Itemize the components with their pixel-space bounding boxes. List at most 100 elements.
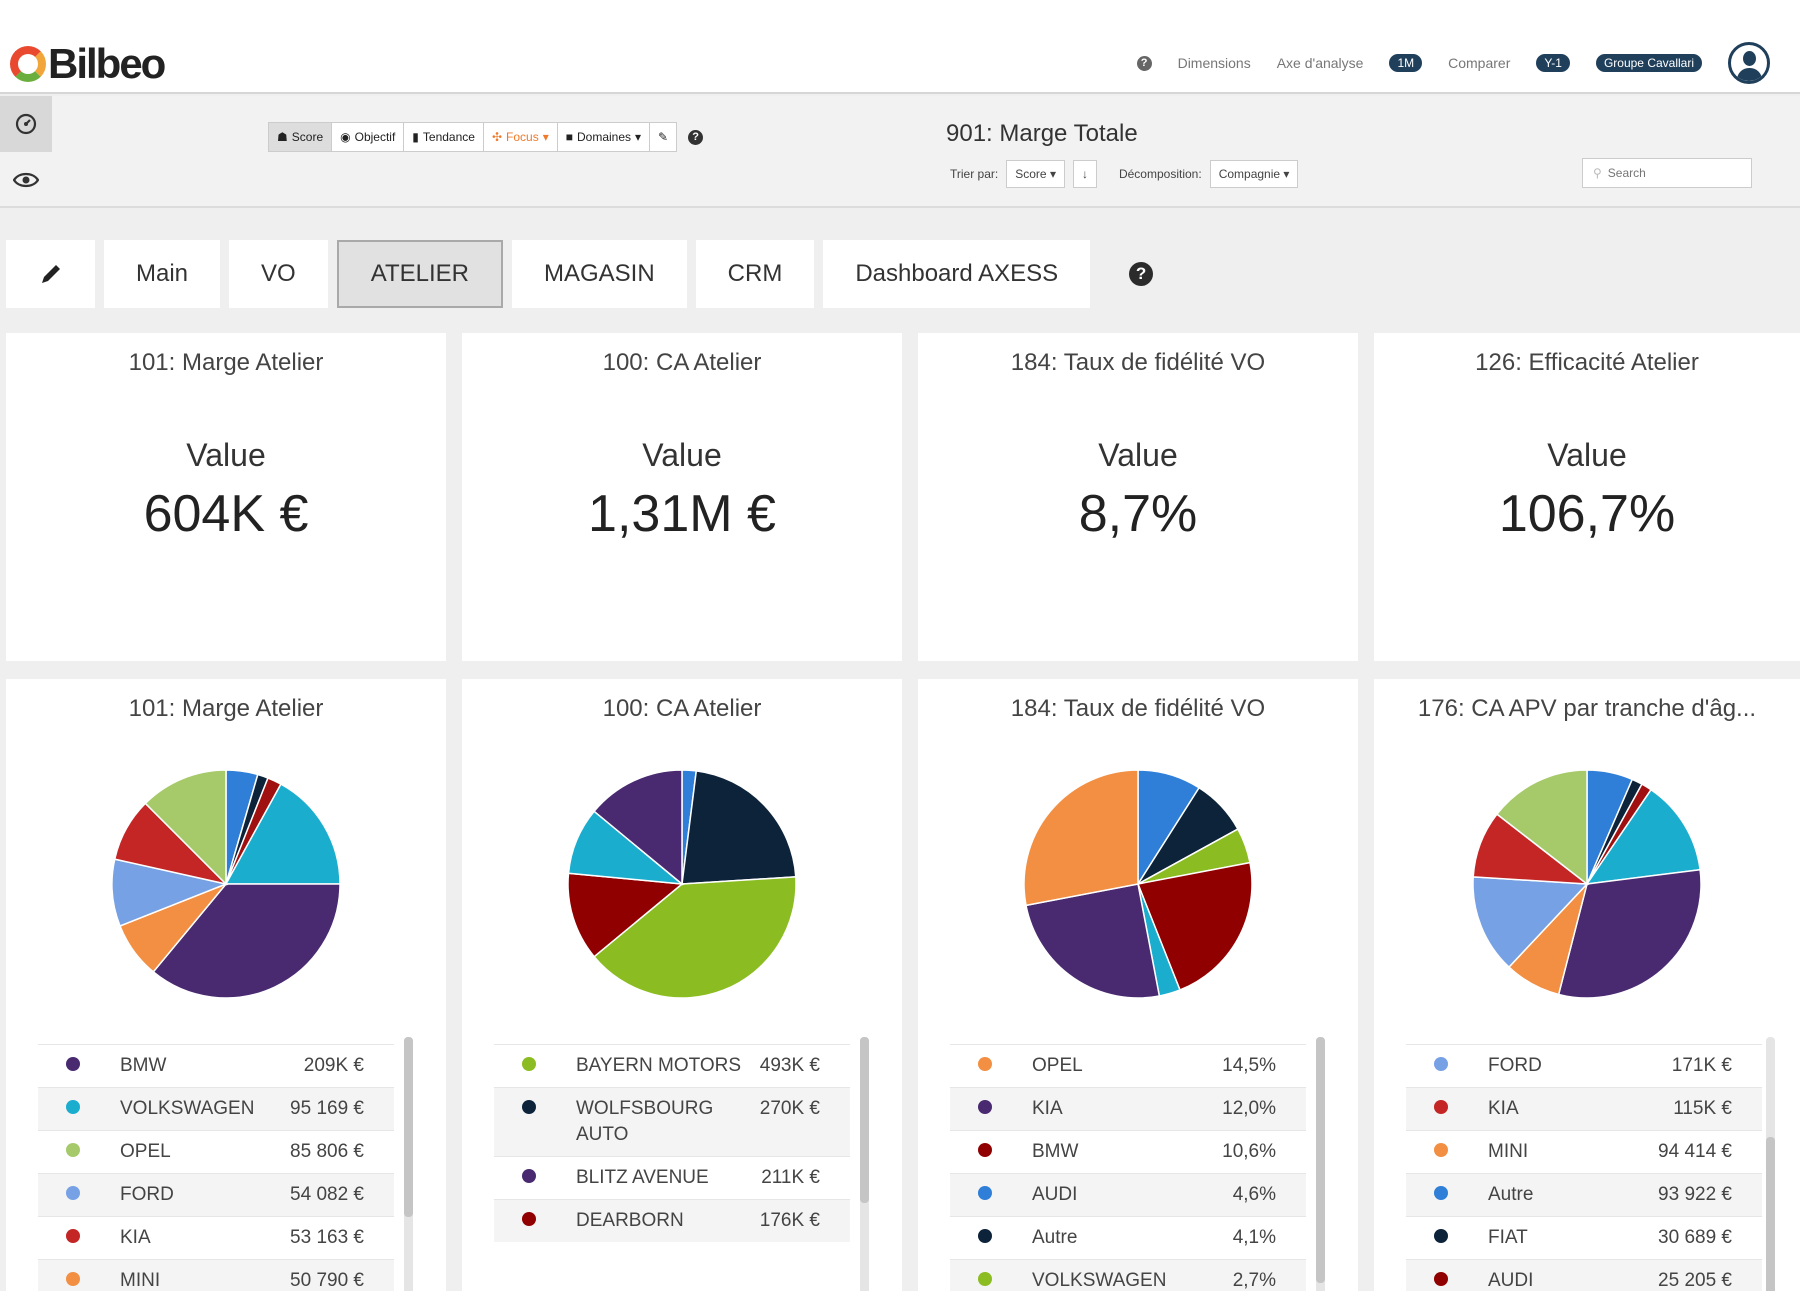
sort-controls: Trier par: Score ▾ ↓ Décomposition: Comp…: [950, 160, 1299, 188]
legend-row[interactable]: BMW 10,6%: [950, 1130, 1306, 1173]
pie-slice[interactable]: [1023, 769, 1139, 907]
target-icon: ◉: [340, 130, 351, 144]
pie-slice[interactable]: [152, 883, 341, 999]
legend-value: 94 414 €: [1658, 1141, 1732, 1162]
pie-card[interactable]: 184: Taux de fidélité VO OPEL 14,5% KIA 12,…: [918, 679, 1358, 1291]
edit-tabs-button[interactable]: [6, 240, 95, 308]
legend-row[interactable]: BAYERN MOTORS 493K €: [494, 1044, 850, 1087]
kpi-card[interactable]: 126: Efficacité Atelier Value 106,7%: [1374, 333, 1800, 661]
dashboard-view-button[interactable]: [0, 96, 52, 152]
axe-analyse-link[interactable]: Axe d'analyse: [1276, 55, 1364, 71]
legend-scrollbar[interactable]: [404, 1037, 413, 1291]
pie-slice[interactable]: [681, 770, 797, 885]
sort-select[interactable]: Score ▾: [1006, 160, 1065, 188]
kpi-card[interactable]: 101: Marge Atelier Value 604K €: [6, 333, 446, 661]
scrollbar-thumb[interactable]: [404, 1037, 413, 1217]
tab-dashboard-axess[interactable]: Dashboard AXESS: [823, 240, 1091, 308]
pie-slice[interactable]: [567, 872, 684, 958]
tabs-help-icon[interactable]: ?: [1129, 262, 1154, 286]
eraser-button[interactable]: ✎: [649, 122, 678, 152]
pie-slice[interactable]: [224, 783, 341, 885]
legend-name: AUDI: [1032, 1184, 1078, 1205]
pie-slice[interactable]: [144, 769, 227, 886]
brand-logo[interactable]: Bilbeo: [10, 40, 166, 87]
legend-row[interactable]: KIA 12,0%: [950, 1087, 1306, 1130]
legend-row[interactable]: WOLFSBOURG AUTO 270K €: [494, 1087, 850, 1156]
legend-row[interactable]: OPEL 14,5%: [950, 1044, 1306, 1087]
tab-crm[interactable]: CRM: [695, 240, 815, 308]
sort-direction-button[interactable]: ↓: [1072, 160, 1097, 188]
decomposition-value: Compagnie: [1218, 167, 1281, 181]
preview-button[interactable]: [0, 152, 52, 208]
tab-atelier[interactable]: ATELIER: [336, 240, 503, 308]
pie-slice[interactable]: [1557, 868, 1702, 999]
pie-card[interactable]: 101: Marge Atelier BMW 209K € VOLKSWAGEN 95…: [6, 679, 446, 1291]
pie-slice[interactable]: [1495, 769, 1588, 886]
pie-card[interactable]: 100: CA Atelier BAYERN MOTORS 493K € WOLFS…: [462, 679, 902, 1291]
legend-scrollbar[interactable]: [860, 1037, 869, 1291]
legend-value: 4,6%: [1232, 1184, 1276, 1205]
tendance-button[interactable]: ▮ Tendance: [403, 122, 484, 152]
legend-row[interactable]: KIA 115K €: [1406, 1087, 1762, 1130]
pie-slice[interactable]: [1025, 883, 1161, 999]
pie-card[interactable]: 176: CA APV par tranche d'âg... FORD 171K…: [1374, 679, 1800, 1291]
sort-label: Trier par:: [950, 167, 999, 181]
tab-vo[interactable]: VO: [229, 240, 328, 308]
group-badge[interactable]: Groupe Cavallari: [1595, 54, 1702, 72]
search-box[interactable]: ⚲: [1582, 158, 1752, 188]
legend-row[interactable]: KIA 53 163 €: [38, 1216, 394, 1259]
pie-slice[interactable]: [593, 876, 797, 999]
legend-row[interactable]: VOLKSWAGEN 95 169 €: [38, 1087, 394, 1130]
legend-row[interactable]: OPEL 85 806 €: [38, 1130, 394, 1173]
pie-slice[interactable]: [1585, 788, 1701, 885]
legend-row[interactable]: VOLKSWAGEN 2,7%: [950, 1259, 1306, 1291]
kpi-title: 100: CA Atelier: [602, 349, 762, 376]
legend-dot-icon: [978, 1186, 992, 1200]
decomposition-label: Décomposition:: [1118, 167, 1202, 181]
pie-slice[interactable]: [593, 769, 683, 886]
legend-row[interactable]: FIAT 30 689 €: [1406, 1216, 1762, 1259]
focus-dropdown[interactable]: ✣ Focus ▾: [482, 122, 558, 152]
tab-magasin[interactable]: MAGASIN: [511, 240, 687, 308]
help-icon[interactable]: ?: [1136, 55, 1152, 71]
domaines-dropdown[interactable]: ■ Domaines ▾: [556, 122, 651, 152]
pie-slice[interactable]: [1472, 876, 1589, 969]
legend-row[interactable]: AUDI 25 205 €: [1406, 1259, 1762, 1291]
legend-row[interactable]: BMW 209K €: [38, 1044, 394, 1087]
pie-slice[interactable]: [1136, 861, 1253, 991]
legend-scrollbar[interactable]: [1316, 1037, 1325, 1291]
decomposition-select[interactable]: Compagnie ▾: [1209, 160, 1299, 188]
legend-row[interactable]: Autre 93 922 €: [1406, 1173, 1762, 1216]
legend-row[interactable]: FORD 171K €: [1406, 1044, 1762, 1087]
pencil-icon: [41, 265, 60, 283]
legend-scrollbar[interactable]: [1766, 1037, 1775, 1291]
user-avatar-icon[interactable]: [1728, 42, 1770, 84]
scrollbar-thumb[interactable]: [1766, 1137, 1775, 1291]
period-badge[interactable]: 1M: [1389, 54, 1423, 72]
legend-row[interactable]: BLITZ AVENUE 211K €: [494, 1156, 850, 1199]
score-button[interactable]: ☗ Score: [268, 122, 333, 152]
objectif-button[interactable]: ◉ Objectif: [331, 122, 405, 152]
scrollbar-thumb[interactable]: [860, 1037, 869, 1203]
compare-link[interactable]: Comparer: [1448, 55, 1511, 71]
legend-row[interactable]: Autre 4,1%: [950, 1216, 1306, 1259]
kpi-card[interactable]: 100: CA Atelier Value 1,31M €: [462, 333, 902, 661]
kpi-value: 1,31M €: [588, 485, 776, 543]
legend-row[interactable]: MINI 94 414 €: [1406, 1130, 1762, 1173]
scrollbar-thumb[interactable]: [1316, 1037, 1325, 1283]
legend-row[interactable]: MINI 50 790 €: [38, 1259, 394, 1291]
legend-row[interactable]: AUDI 4,6%: [950, 1173, 1306, 1216]
compare-period-badge[interactable]: Y-1: [1536, 54, 1570, 72]
legend-dot-icon: [978, 1229, 992, 1243]
legend-row[interactable]: FORD 54 082 €: [38, 1173, 394, 1216]
kpi-card[interactable]: 184: Taux de fidélité VO Value 8,7%: [918, 333, 1358, 661]
caret-down-icon: ▾: [1049, 167, 1056, 181]
legend-row[interactable]: DEARBORN 176K €: [494, 1199, 850, 1242]
eye-icon: [13, 172, 39, 188]
pie-legend: BMW 209K € VOLKSWAGEN 95 169 € OPEL 85 806 € F…: [38, 1044, 394, 1291]
tab-main[interactable]: Main: [104, 240, 221, 308]
search-input[interactable]: [1607, 166, 1738, 180]
legend-dot-icon: [978, 1057, 992, 1071]
dimensions-link[interactable]: Dimensions: [1177, 55, 1251, 71]
toolbar-help-icon[interactable]: ?: [688, 129, 704, 145]
